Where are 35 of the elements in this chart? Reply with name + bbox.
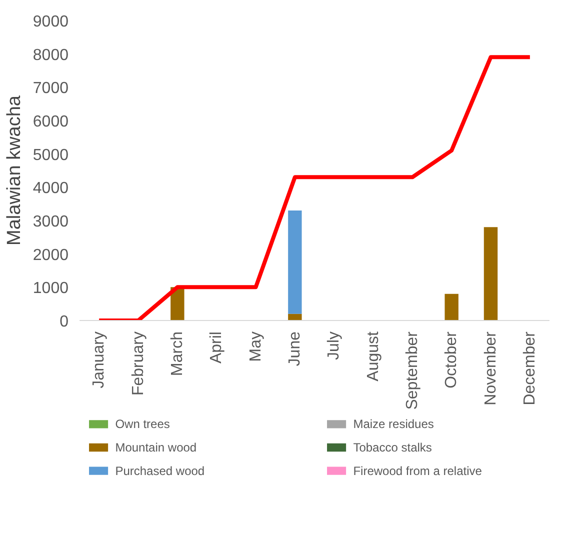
legend-label: Maize residues [353, 417, 434, 432]
y-tick-label: 2000 [32, 246, 69, 264]
legend-label: Purchased wood [115, 464, 205, 478]
x-tick-label: May [247, 331, 264, 362]
x-tick-label: February [130, 331, 147, 396]
legend-label: Tobacco stalks [353, 440, 432, 454]
y-tick-label: 7000 [32, 80, 69, 98]
x-tick-label: November [482, 330, 500, 406]
legend-label: Own trees [115, 417, 170, 432]
y-axis-title: Malawian kwacha [4, 95, 25, 246]
y-tick-label: 6000 [32, 114, 69, 130]
x-tick-label: June [286, 331, 304, 366]
legend-label: Firewood from a relative [353, 464, 482, 478]
line-series [97, 55, 532, 320]
y-tick-label: 3000 [32, 214, 69, 230]
y-tick-label: 5000 [32, 146, 69, 164]
x-tick-label: March [168, 332, 186, 376]
y-tick-label: 1000 [32, 280, 69, 298]
x-tick-label: January [90, 332, 108, 388]
x-tick-label: December [521, 330, 538, 406]
legend-label: Mountain wood [115, 440, 197, 454]
bar [484, 227, 498, 320]
y-tick-label: 0 [60, 314, 69, 330]
x-tick-label: August [364, 330, 382, 382]
y-tick-label: 4000 [32, 180, 69, 198]
bar [444, 294, 458, 320]
x-tick-label: July [326, 332, 343, 360]
x-tick-label: September [404, 330, 421, 410]
x-tick-label: April [208, 331, 226, 364]
y-tick-label: 9000 [32, 14, 69, 30]
y-tick-label: 8000 [32, 46, 69, 64]
bar [288, 314, 302, 320]
bar [288, 210, 302, 314]
bar [170, 287, 184, 320]
x-tick-label: October [443, 330, 460, 388]
